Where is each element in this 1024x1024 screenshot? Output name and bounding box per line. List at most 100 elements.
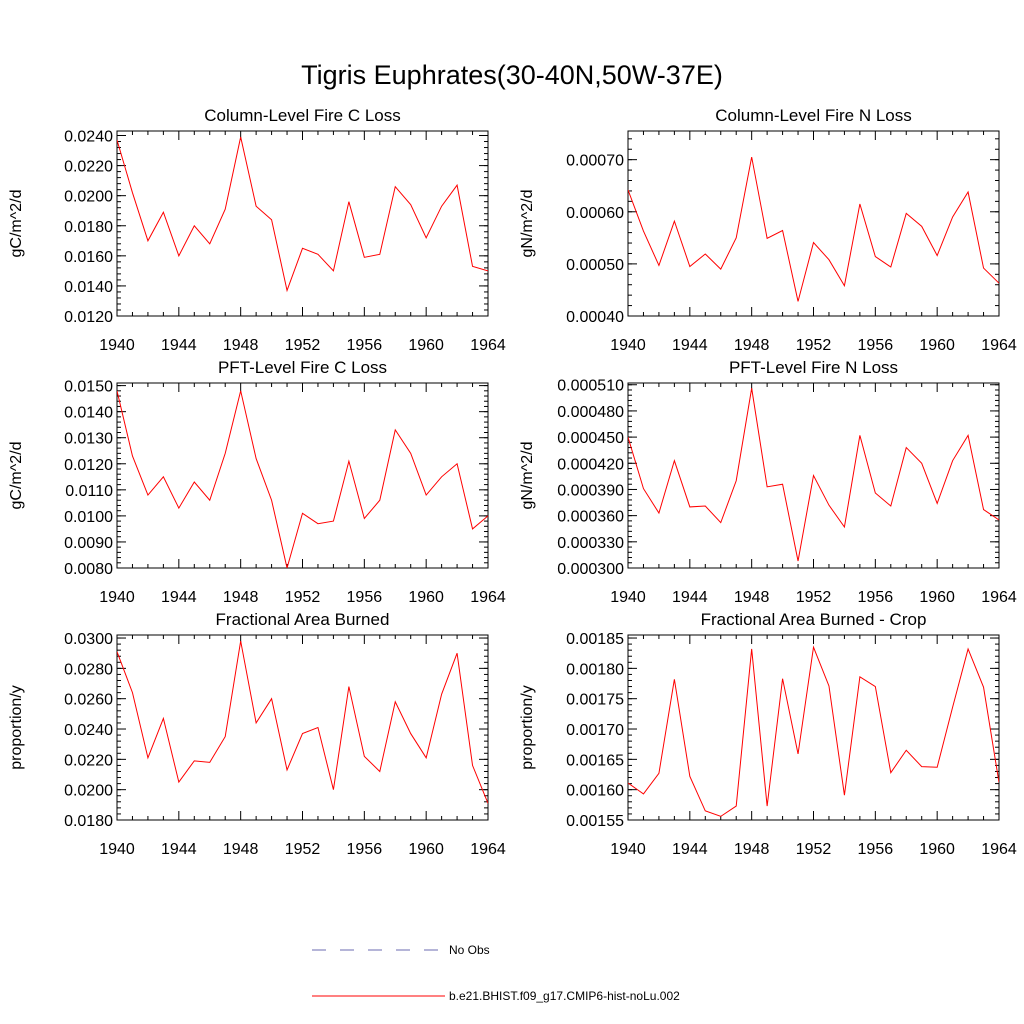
x-tick-label: 1952	[285, 337, 321, 354]
chart-panel-4: PFT-Level Fire N Loss gN/m^2/d 1940 1944 194…	[519, 358, 1017, 606]
y-tick-label: 0.0220	[64, 752, 113, 769]
y-tick-label: 0.000360	[557, 509, 624, 526]
y-tick-label: 0.0200	[64, 189, 113, 206]
y-tick-label: 0.00060	[566, 205, 624, 222]
x-tick-label: 1948	[734, 589, 770, 606]
legend-obs-label: No Obs	[449, 943, 490, 957]
y-tick-label: 0.000390	[557, 482, 624, 499]
y-tick-label: 0.00155	[566, 813, 624, 830]
y-tick-label: 0.000510	[557, 378, 624, 395]
y-tick-label: 0.000330	[557, 535, 624, 552]
y-axis-label: gN/m^2/d	[519, 442, 536, 510]
x-tick-label: 1964	[981, 337, 1017, 354]
y-tick-label: 0.0180	[64, 219, 113, 236]
x-tick-label: 1944	[672, 589, 708, 606]
chart-panel-6: Fractional Area Burned - Crop proportion/…	[519, 610, 1017, 858]
panel-title: Column-Level Fire N Loss	[715, 106, 912, 125]
y-tick-label: 0.000420	[557, 456, 624, 473]
x-tick-label: 1948	[223, 589, 259, 606]
y-tick-label: 0.000480	[557, 404, 624, 421]
y-tick-label: 0.0240	[64, 722, 113, 739]
legend: No Obs b.e21.BHIST.f09_g17.CMIP6-hist-no…	[312, 943, 680, 1003]
y-tick-label: 0.0220	[64, 159, 113, 176]
x-tick-label: 1948	[734, 337, 770, 354]
x-tick-label: 1956	[347, 841, 383, 858]
series-line-1	[628, 645, 999, 817]
y-tick-label: 0.00170	[566, 722, 624, 739]
x-tick-label: 1952	[796, 337, 832, 354]
series-line-1	[117, 390, 488, 568]
y-axis-label: gC/m^2/d	[8, 442, 25, 510]
x-tick-label: 1964	[470, 589, 506, 606]
series-line-1	[628, 388, 999, 562]
x-tick-label: 1952	[285, 841, 321, 858]
series-line-1	[628, 156, 999, 302]
x-tick-label: 1956	[858, 337, 894, 354]
x-tick-label: 1964	[981, 589, 1017, 606]
y-tick-label: 0.0180	[64, 813, 113, 830]
x-tick-label: 1960	[919, 337, 955, 354]
chart-panel-2: Column-Level Fire N Loss gN/m^2/d 1940 1944…	[519, 106, 1017, 354]
x-tick-label: 1944	[672, 841, 708, 858]
x-tick-label: 1964	[981, 841, 1017, 858]
x-tick-label: 1952	[796, 841, 832, 858]
x-tick-label: 1956	[347, 589, 383, 606]
y-tick-label: 0.00160	[566, 783, 624, 800]
y-tick-label: 0.00070	[566, 153, 624, 170]
y-tick-label: 0.0140	[64, 405, 113, 422]
panel-title: Fractional Area Burned	[216, 610, 390, 629]
y-tick-label: 0.0150	[64, 379, 113, 396]
y-tick-label: 0.0140	[64, 279, 113, 296]
y-tick-label: 0.0240	[64, 129, 113, 146]
y-tick-label: 0.00040	[566, 309, 624, 326]
x-tick-label: 1960	[919, 841, 955, 858]
figure-title: Tigris Euphrates(30-40N,50W-37E)	[301, 60, 723, 90]
y-axis-label: proportion/y	[8, 685, 25, 770]
x-tick-label: 1940	[610, 337, 646, 354]
y-tick-label: 0.0080	[64, 561, 113, 578]
chart-panel-5: Fractional Area Burned proportion/y 1940 19…	[8, 610, 506, 858]
series-line-1	[117, 640, 488, 804]
x-tick-label: 1956	[858, 841, 894, 858]
chart-panels: Column-Level Fire C Loss gC/m^2/d 1940 1944…	[8, 106, 1017, 858]
x-tick-label: 1948	[734, 841, 770, 858]
x-tick-label: 1956	[347, 337, 383, 354]
x-tick-label: 1964	[470, 337, 506, 354]
plot-frame	[116, 634, 489, 821]
y-tick-label: 0.0300	[64, 631, 113, 648]
y-tick-label: 0.0200	[64, 783, 113, 800]
chart-panel-3: PFT-Level Fire C Loss gC/m^2/d 1940 1944 194…	[8, 358, 506, 606]
x-tick-label: 1944	[161, 841, 197, 858]
panel-title: PFT-Level Fire N Loss	[729, 358, 898, 377]
plot-frame	[116, 382, 489, 569]
x-tick-label: 1956	[858, 589, 894, 606]
y-tick-label: 0.0160	[64, 249, 113, 266]
x-tick-label: 1960	[408, 841, 444, 858]
y-tick-label: 0.00165	[566, 752, 624, 769]
x-tick-label: 1952	[796, 589, 832, 606]
x-tick-label: 1964	[470, 841, 506, 858]
x-tick-label: 1960	[408, 337, 444, 354]
x-tick-label: 1940	[99, 841, 135, 858]
legend-model-label: b.e21.BHIST.f09_g17.CMIP6-hist-noLu.002	[449, 989, 680, 1003]
x-tick-label: 1948	[223, 337, 259, 354]
series-line-1	[117, 136, 488, 293]
plot-frame	[627, 130, 1000, 317]
y-tick-label: 0.00050	[566, 257, 624, 274]
y-tick-label: 0.0280	[64, 661, 113, 678]
panel-title: Fractional Area Burned - Crop	[701, 610, 927, 629]
y-axis-label: proportion/y	[519, 685, 536, 770]
chart-panel-1: Column-Level Fire C Loss gC/m^2/d 1940 1944…	[8, 106, 506, 354]
x-tick-label: 1960	[408, 589, 444, 606]
y-tick-label: 0.0130	[64, 431, 113, 448]
y-tick-label: 0.00175	[566, 692, 624, 709]
y-tick-label: 0.00185	[566, 631, 624, 648]
x-tick-label: 1960	[919, 589, 955, 606]
y-tick-label: 0.00180	[566, 661, 624, 678]
x-tick-label: 1944	[161, 589, 197, 606]
y-tick-label: 0.000300	[557, 561, 624, 578]
y-axis-label: gN/m^2/d	[519, 190, 536, 258]
y-tick-label: 0.0260	[64, 692, 113, 709]
x-tick-label: 1940	[99, 589, 135, 606]
